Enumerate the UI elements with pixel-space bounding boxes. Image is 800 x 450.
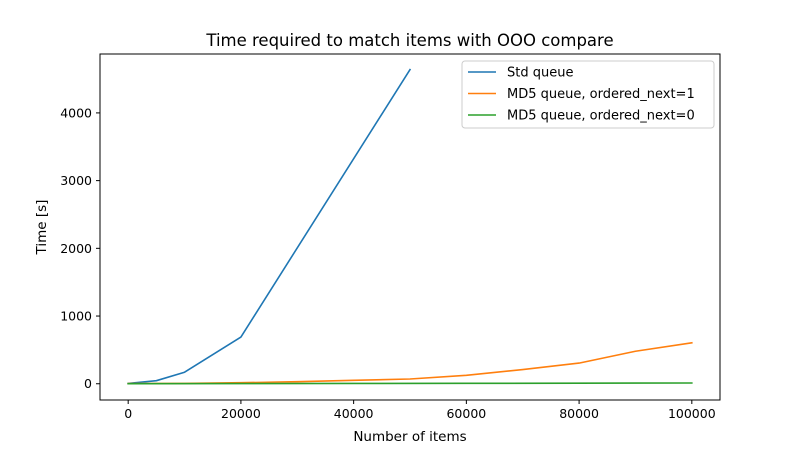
y-tick-label: 1000	[60, 309, 92, 324]
x-tick-label: 100000	[668, 406, 716, 421]
x-axis-ticks: 0 20000 40000 60000 80000 100000	[124, 400, 716, 421]
y-tick-label: 3000	[60, 173, 92, 188]
plot-lines	[127, 68, 693, 385]
y-tick-label: 2000	[60, 241, 92, 256]
x-tick-label: 20000	[221, 406, 261, 421]
legend-box	[461, 60, 715, 129]
x-tick-label: 0	[124, 406, 132, 421]
x-tick-label: 80000	[559, 406, 599, 421]
legend-label-3: MD5 queue, ordered_next=0	[507, 109, 695, 124]
legend-label-2: MD5 queue, ordered_next=1	[507, 87, 695, 102]
chart-title: Time required to match items with OOO co…	[205, 31, 613, 50]
x-tick-label: 40000	[334, 406, 374, 421]
x-tick-label: 60000	[446, 406, 486, 421]
plot-frame	[99, 53, 721, 401]
x-axis-label: Number of items	[353, 429, 466, 445]
y-axis-label: Time [s]	[34, 200, 50, 256]
y-tick-label: 4000	[60, 105, 92, 120]
series-line-2	[127, 341, 693, 385]
legend-label-1: Std queue	[507, 66, 573, 81]
y-axis-ticks: 0 1000 2000 3000 4000	[60, 105, 100, 391]
series-line-1	[127, 68, 412, 385]
y-tick-label: 0	[84, 376, 92, 391]
series-line-3	[127, 382, 693, 385]
legend: Std queue MD5 queue, ordered_next=1 MD5 qu…	[461, 60, 715, 129]
